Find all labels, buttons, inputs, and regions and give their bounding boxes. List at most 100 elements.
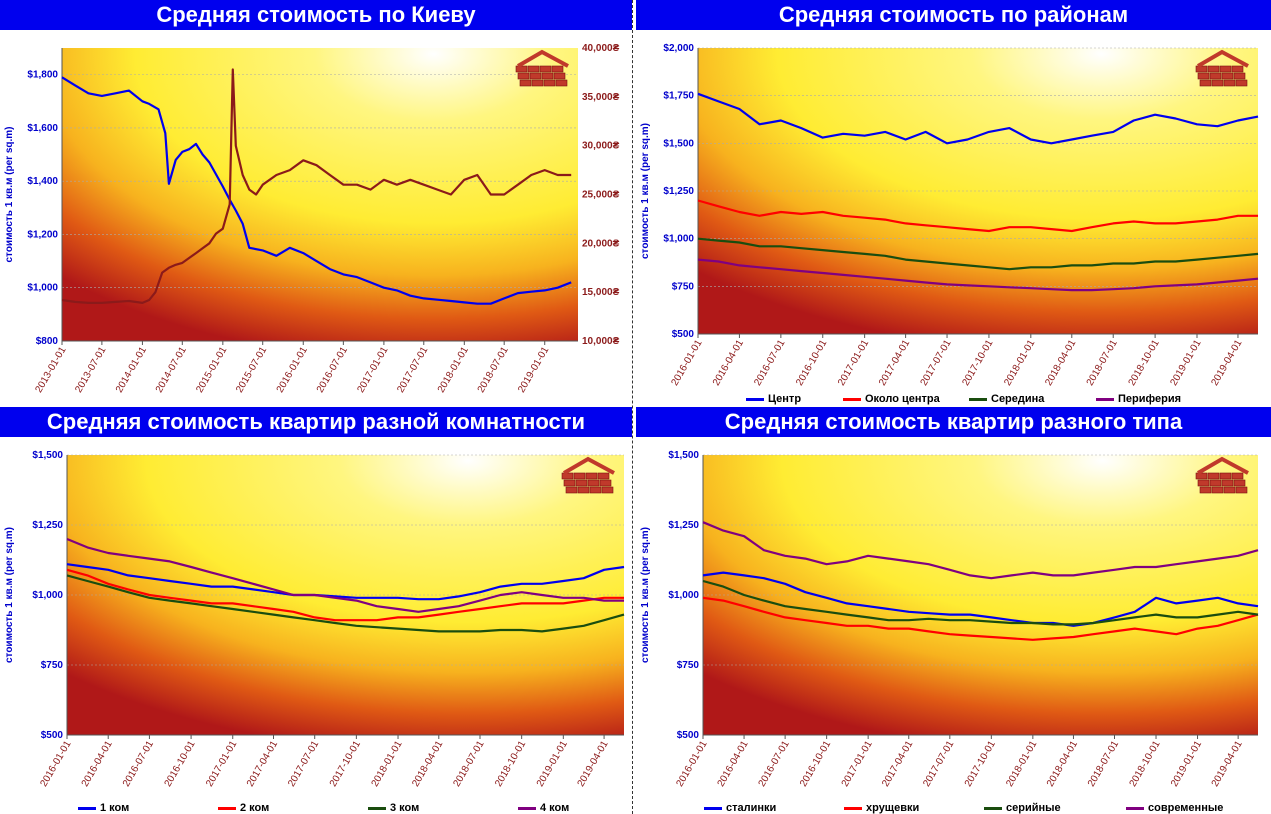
camac-logo-icon xyxy=(515,49,569,87)
legend-swatch xyxy=(704,806,722,810)
vertical-divider xyxy=(632,0,633,814)
y-tick-label: $2,000 xyxy=(663,43,694,54)
series-line-Периферия xyxy=(697,258,1259,292)
x-tick-label: 2018-01-01 xyxy=(436,345,471,395)
y-tick-label: $750 xyxy=(41,660,64,671)
legend-label: Около центра xyxy=(865,393,940,405)
x-tick-label: 2016-10-01 xyxy=(798,739,833,789)
chart-svg: $500 $750 $1,000 $1,250 $1,500 $1,750 $2,000 ст… xyxy=(640,43,1259,388)
chart-building-types: Средняя стоимость квартир разного типа $… xyxy=(636,407,1271,814)
x-tick-label: 2017-01-01 xyxy=(840,739,875,789)
y-tick-label: $1,250 xyxy=(32,520,63,531)
x-tick-label: 2019-01-01 xyxy=(516,345,551,395)
legend-label: 2 ком xyxy=(240,802,270,814)
x-tick-label: 2017-10-01 xyxy=(963,739,998,789)
x-tick-label: 2017-07-01 xyxy=(919,338,954,388)
chart-svg: $800 $1,000 $1,200 $1,400 $1,600 $1,800 10,000… xyxy=(4,43,620,395)
y-tick-label: $1,500 xyxy=(663,138,694,149)
x-tick-label: 2017-10-01 xyxy=(960,338,995,388)
series-line-series-0 xyxy=(61,76,572,305)
x-tick-label: 2018-07-01 xyxy=(476,345,511,395)
x-tick-label: 2016-01-01 xyxy=(674,739,709,789)
x-tick-label: 2016-07-01 xyxy=(752,338,787,388)
x-tick-label: 2015-07-01 xyxy=(234,345,269,395)
x-tick-label: 2019-04-01 xyxy=(1210,739,1245,789)
x-tick-label: 2018-01-01 xyxy=(370,739,405,789)
legend-swatch xyxy=(1096,397,1114,401)
y-tick-label: $1,000 xyxy=(32,590,63,601)
x-tick-label: 2016-07-01 xyxy=(121,739,156,789)
chart-svg: $500 $750 $1,000 $1,250 $1,500 стоимость 1 кв… xyxy=(640,450,1259,789)
y-tick-label: $750 xyxy=(672,281,695,292)
legend-swatch xyxy=(746,397,764,401)
x-tick-label: 2017-04-01 xyxy=(245,739,280,789)
x-tick-label: 2018-07-01 xyxy=(451,739,486,789)
legend-swatch xyxy=(984,806,1002,810)
chart-districts: Средняя стоимость по районам $500 $750 $1,… xyxy=(636,0,1271,406)
y2-tick-label: 15,000₴ xyxy=(582,287,620,298)
x-tick-label: 2017-01-01 xyxy=(355,345,390,395)
x-tick-label: 2019-01-01 xyxy=(1169,739,1204,789)
x-tick-label: 2017-07-01 xyxy=(395,345,430,395)
y-axis-label: стоимость 1 кв.м (per sq.m) xyxy=(640,123,651,259)
y2-tick-label: 20,000₴ xyxy=(582,238,620,249)
series-line-Центр xyxy=(697,92,1259,145)
y-tick-label: $1,600 xyxy=(27,123,58,134)
y2-tick-label: 35,000₴ xyxy=(582,92,620,103)
legend-label: серийные xyxy=(1006,802,1061,814)
x-tick-label: 2017-07-01 xyxy=(921,739,956,789)
legend-label: сталинки xyxy=(726,802,777,814)
y2-tick-label: 25,000₴ xyxy=(582,190,620,201)
legend-item: Около центра xyxy=(843,393,940,405)
x-tick-label: 2019-01-01 xyxy=(535,739,570,789)
legend-label: современные xyxy=(1148,802,1224,814)
chart-title: Средняя стоимость по Киеву xyxy=(0,0,632,30)
x-tick-label: 2016-01-01 xyxy=(275,345,310,395)
legend-swatch xyxy=(218,806,236,810)
legend-label: Центр xyxy=(768,393,802,405)
x-tick-label: 2016-04-01 xyxy=(716,739,751,789)
chart-svg: $500 $750 $1,000 $1,250 $1,500 стоимость 1 кв… xyxy=(4,450,625,789)
legend-item: Середина xyxy=(969,393,1044,405)
series-line-сталинки xyxy=(702,571,1259,627)
y-tick-label: $1,400 xyxy=(27,176,58,187)
x-tick-label: 2018-10-01 xyxy=(1128,739,1163,789)
legend-swatch xyxy=(843,397,861,401)
y-tick-label: $1,800 xyxy=(27,70,58,81)
x-tick-label: 2016-01-01 xyxy=(38,739,73,789)
legend-swatch xyxy=(969,397,987,401)
y-tick-label: $1,250 xyxy=(668,520,699,531)
legend-item: Периферия xyxy=(1096,393,1181,405)
chart-kyiv-average: Средняя стоимость по Киеву $800 $1,000 $1,… xyxy=(0,0,632,406)
y-tick-label: $500 xyxy=(677,730,700,741)
x-tick-label: 2013-07-01 xyxy=(73,345,108,395)
x-tick-label: 2014-01-01 xyxy=(114,345,149,395)
x-tick-label: 2016-04-01 xyxy=(80,739,115,789)
legend-swatch xyxy=(78,806,96,810)
y2-tick-label: 30,000₴ xyxy=(582,141,620,152)
x-tick-label: 2018-07-01 xyxy=(1085,338,1120,388)
y-tick-label: $1,500 xyxy=(32,450,63,461)
legend-label: 3 ком xyxy=(390,802,420,814)
x-tick-label: 2018-01-01 xyxy=(1004,739,1039,789)
series-line-серийные xyxy=(702,579,1259,626)
camac-logo-icon xyxy=(561,456,615,494)
x-tick-label: 2013-01-01 xyxy=(33,345,68,395)
x-tick-label: 2017-07-01 xyxy=(286,739,321,789)
x-tick-label: 2014-07-01 xyxy=(154,345,189,395)
y-axis-label: стоимость 1 кв.м (per sq.m) xyxy=(4,527,15,663)
y-tick-label: $750 xyxy=(677,660,700,671)
x-tick-label: 2016-10-01 xyxy=(163,739,198,789)
legend-swatch xyxy=(368,806,386,810)
x-tick-label: 2017-04-01 xyxy=(877,338,912,388)
y-axis-label: стоимость 1 кв.м (per sq.m) xyxy=(640,527,651,663)
chart-title: Средняя стоимость квартир разного типа xyxy=(636,407,1271,437)
x-tick-label: 2018-07-01 xyxy=(1086,739,1121,789)
series-line-Около центра xyxy=(697,199,1258,233)
x-tick-label: 2017-10-01 xyxy=(328,739,363,789)
legend-swatch xyxy=(844,806,862,810)
legend-label: Середина xyxy=(991,393,1045,405)
x-tick-label: 2018-04-01 xyxy=(1043,338,1078,388)
legend-item: хрущевки xyxy=(844,802,919,814)
x-tick-label: 2018-10-01 xyxy=(493,739,528,789)
